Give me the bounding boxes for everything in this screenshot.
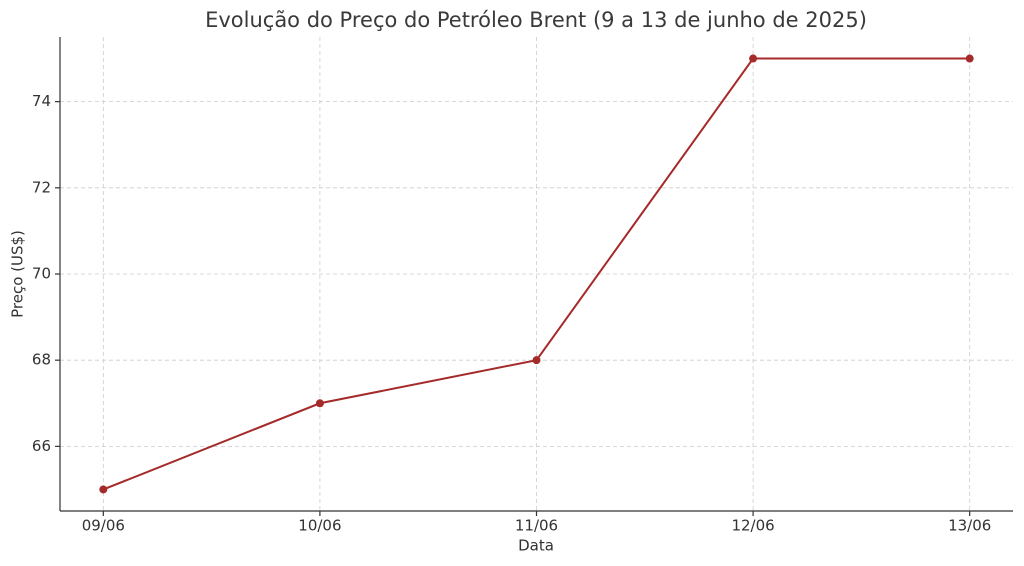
point [749,54,758,63]
point [99,485,108,494]
y-tick-label: 72 [32,178,51,196]
x-axis-label: Data [518,537,554,555]
x-tick-label: 11/06 [515,517,558,535]
x-tick-label: 10/06 [298,517,341,535]
x-tick-label: 09/06 [82,517,125,535]
y-tick-label: 66 [32,437,51,455]
point [532,356,541,365]
y-tick-label: 70 [32,265,51,283]
x-tick-label: 13/06 [948,517,991,535]
point [965,54,974,63]
y-axis-label: Preço (US$) [9,230,27,318]
chart-title: Evolução do Preço do Petróleo Brent (9 a… [205,8,867,32]
x-tick-label: 12/06 [731,517,774,535]
y-tick-label: 68 [32,351,51,369]
point [315,399,324,408]
y-tick-label: 74 [32,92,51,110]
